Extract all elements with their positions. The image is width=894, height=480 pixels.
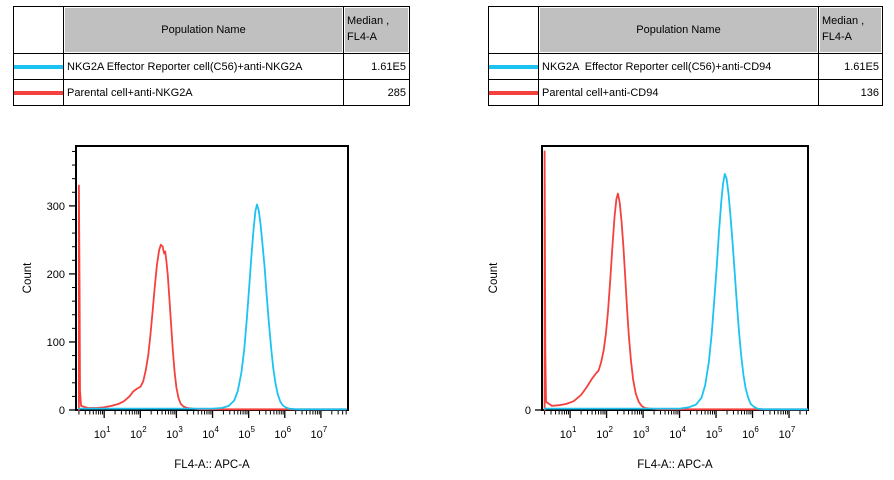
series-color-swatch-cell — [488, 79, 539, 106]
series-color-swatch-cell — [13, 53, 64, 80]
series-curve-red — [543, 150, 809, 411]
x-tick-label: 105 — [238, 425, 255, 441]
x-tick-label: 105 — [706, 425, 723, 441]
median-header-line1: Median , — [347, 15, 390, 28]
population-name: NKG2A Effector Reporter cell(C56)+anti-C… — [538, 53, 819, 80]
x-tick-label: 101 — [94, 425, 111, 441]
x-tick-label: 103 — [166, 425, 183, 441]
series-color-swatch-cell — [13, 79, 64, 106]
plot-frame — [541, 145, 809, 411]
x-axis-title: FL4-A:: APC-A — [174, 459, 250, 471]
series-curve-cyan — [78, 203, 348, 411]
median-value: 136 — [818, 79, 883, 106]
x-tick-label: 103 — [633, 425, 650, 441]
table-row: NKG2A Effector Reporter cell(C56)+anti-N… — [13, 53, 410, 80]
population-table-right: Population Name Median , FL4-A NKG2A Eff… — [488, 6, 883, 106]
series-curve-cyan — [543, 172, 809, 411]
population-name: Parental cell+anti-CD94 — [538, 79, 819, 106]
median-value: 285 — [343, 79, 410, 106]
y-axis-title: Count — [488, 262, 500, 293]
x-tick-label: 106 — [274, 425, 291, 441]
y-axis-title: Count — [22, 262, 34, 293]
y-tick-label: 200 — [47, 269, 65, 281]
cyan-series-swatch — [489, 64, 538, 69]
x-tick-label: 107 — [779, 425, 796, 441]
x-tick-label: 102 — [596, 425, 613, 441]
y-tick-label: 100 — [47, 337, 65, 349]
median-header-line1: Median , — [822, 15, 865, 28]
median-header-line2: FL4-A — [822, 31, 852, 43]
table-row: Parental cell+anti-CD94 136 — [488, 79, 883, 106]
red-series-swatch — [489, 90, 538, 95]
median-header-line2: FL4-A — [347, 31, 377, 43]
population-name: Parental cell+anti-NKG2A — [63, 79, 344, 106]
x-tick-label: 101 — [560, 425, 577, 441]
x-axis-title: FL4-A:: APC-A — [637, 459, 713, 471]
median-header: Median , FL4-A — [343, 6, 410, 54]
plot-frame — [75, 145, 349, 411]
y-tick-label: 0 — [59, 405, 65, 417]
median-header: Median , FL4-A — [818, 6, 883, 54]
x-tick-label: 107 — [311, 425, 328, 441]
series-curve-red — [78, 184, 348, 411]
median-value: 1.61E5 — [818, 53, 883, 80]
y-tick-label: 300 — [47, 201, 65, 213]
x-tick-label: 106 — [742, 425, 759, 441]
x-tick-label: 104 — [669, 425, 686, 441]
population-name-header: Population Name — [538, 6, 819, 54]
x-tick-label: 104 — [202, 425, 219, 441]
x-tick-label: 102 — [130, 425, 147, 441]
red-series-swatch — [14, 90, 63, 95]
population-table-left: Population Name Median , FL4-A NKG2A Eff… — [13, 6, 410, 106]
legend-swatch-header-cell — [488, 6, 539, 54]
cyan-series-swatch — [14, 64, 63, 69]
y-tick-label: 0 — [525, 405, 531, 417]
legend-swatch-header-cell — [13, 6, 64, 54]
table-header-row: Population Name Median , FL4-A — [488, 6, 883, 54]
table-row: Parental cell+anti-NKG2A 285 — [13, 79, 410, 106]
median-value: 1.61E5 — [343, 53, 410, 80]
